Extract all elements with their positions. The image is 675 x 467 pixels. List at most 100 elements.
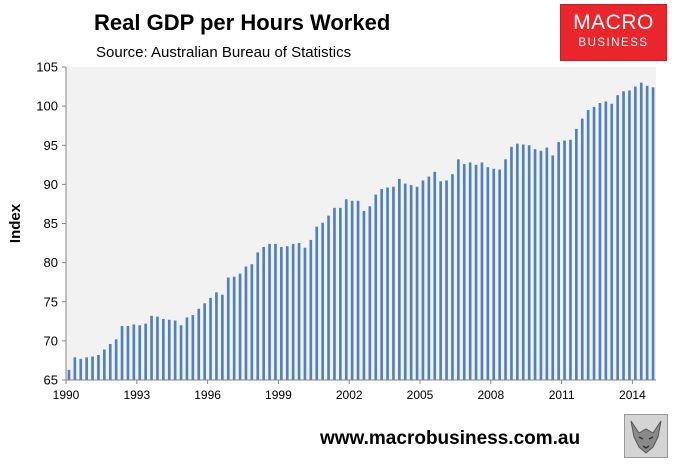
logo-sub-text: BUSINESS — [578, 37, 649, 49]
bar — [315, 226, 319, 380]
bar — [386, 187, 389, 380]
bar — [604, 101, 608, 381]
y-axis-label: Index — [7, 203, 24, 243]
bar — [256, 252, 260, 380]
bar — [303, 247, 307, 380]
bar — [510, 146, 513, 380]
bar — [203, 303, 206, 380]
bar — [616, 95, 619, 381]
bar — [462, 164, 466, 380]
bar — [480, 162, 484, 380]
bar — [262, 246, 265, 380]
y-tick-label: 105 — [36, 60, 58, 75]
bar — [156, 316, 159, 380]
bar — [97, 354, 100, 380]
bar — [403, 183, 407, 380]
bar — [339, 207, 342, 380]
bar — [580, 118, 584, 380]
x-tick-label: 2011 — [549, 388, 575, 402]
bar — [108, 344, 112, 380]
x-tick-label: 2008 — [477, 388, 504, 402]
bar — [639, 82, 643, 381]
wolf-logo-icon — [624, 414, 668, 458]
bar — [492, 168, 496, 380]
y-tick-label: 65 — [44, 373, 58, 388]
bar — [138, 325, 142, 380]
bar — [527, 145, 531, 380]
bar — [309, 239, 313, 380]
bar — [185, 317, 189, 380]
bar — [409, 185, 413, 380]
bar — [85, 357, 88, 380]
bar — [209, 297, 212, 380]
bar — [457, 159, 460, 380]
y-tick-label: 95 — [44, 138, 58, 153]
bar — [167, 319, 171, 380]
bar — [226, 277, 230, 380]
bar — [221, 294, 224, 380]
bar — [162, 318, 165, 380]
bar — [498, 169, 501, 380]
bar — [622, 91, 625, 380]
bar — [486, 167, 490, 380]
y-tick-label: 90 — [44, 177, 58, 192]
bar — [327, 215, 330, 380]
bar — [191, 315, 195, 380]
bar — [232, 276, 236, 380]
bar — [551, 155, 555, 380]
bar — [557, 142, 560, 380]
bar — [144, 323, 147, 380]
bar — [533, 149, 537, 380]
bar — [356, 200, 360, 380]
website-url: www.macrobusiness.com.au — [320, 428, 581, 449]
x-tick-label: 1990 — [53, 388, 80, 402]
bar — [120, 326, 124, 380]
bar — [610, 103, 614, 380]
bar — [628, 90, 631, 380]
bar — [79, 358, 83, 380]
chart-title: Real GDP per Hours Worked — [94, 10, 391, 35]
bar — [645, 85, 649, 380]
bar — [451, 174, 454, 380]
bar — [238, 273, 242, 380]
bar — [173, 320, 177, 380]
bar — [280, 246, 283, 380]
bar — [368, 206, 372, 380]
bar — [73, 357, 77, 380]
plot-area — [66, 67, 656, 380]
macrobusiness-logo: MACRO BUSINESS — [560, 4, 667, 61]
bar — [215, 292, 218, 380]
bar — [433, 171, 437, 380]
bar — [67, 369, 71, 380]
bar — [539, 150, 543, 380]
bar — [321, 222, 324, 380]
bar — [132, 324, 136, 380]
bar — [474, 164, 478, 380]
bar — [197, 308, 201, 380]
bar — [398, 178, 401, 380]
bar — [291, 243, 295, 380]
y-tick-label: 85 — [44, 216, 58, 231]
bar — [333, 207, 336, 380]
bar — [274, 243, 277, 380]
bar — [374, 194, 378, 380]
y-tick-label: 70 — [44, 333, 58, 348]
bar — [468, 162, 472, 380]
x-tick-label: 2014 — [619, 388, 646, 402]
logo-main-text: MACRO — [573, 11, 654, 34]
bar — [598, 102, 602, 381]
x-tick-label: 1996 — [194, 388, 221, 402]
x-tick-label: 1993 — [123, 388, 150, 402]
x-tick-label: 2002 — [336, 388, 363, 402]
bar — [91, 356, 94, 380]
y-tick-label: 75 — [44, 294, 58, 309]
bar — [586, 110, 590, 380]
bar — [350, 200, 354, 380]
x-tick-label: 2005 — [407, 388, 434, 402]
chart-subtitle: Source: Australian Bureau of Statistics — [96, 44, 352, 61]
bar — [563, 140, 566, 380]
bar — [439, 181, 442, 380]
y-tick-label: 80 — [44, 255, 58, 270]
bar — [380, 189, 383, 380]
